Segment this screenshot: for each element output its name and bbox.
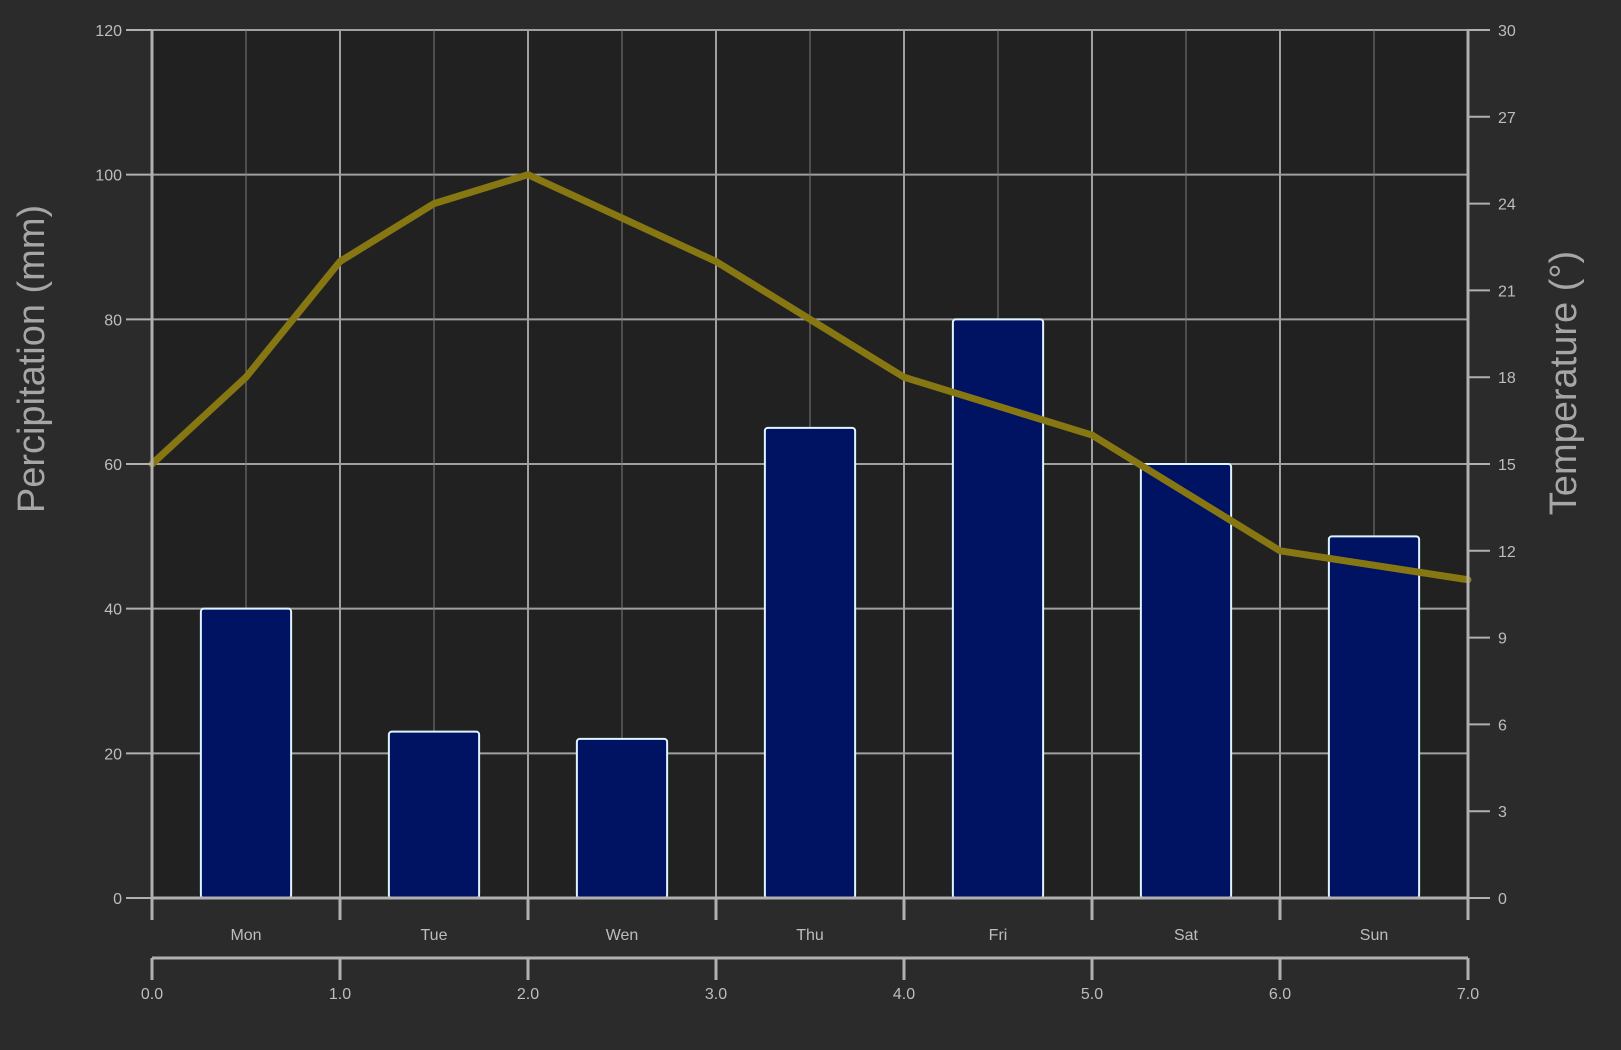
x-tick-label-numeric: 5.0 — [1081, 986, 1103, 1003]
x-tick-label-numeric: 4.0 — [893, 986, 915, 1003]
bar — [1327, 535, 1421, 899]
y-tick-label-left: 100 — [95, 168, 122, 185]
x-category-label: Sun — [1360, 927, 1388, 944]
temperature-line — [148, 171, 1472, 584]
x-category-label: Wen — [606, 927, 639, 944]
y-tick-label-left: 120 — [95, 23, 122, 40]
y-tick-label-right: 24 — [1498, 197, 1516, 214]
y-tick-label-right: 15 — [1498, 457, 1516, 474]
line-series — [148, 171, 1472, 584]
x-tick-label-numeric: 0.0 — [141, 986, 163, 1003]
y-tick-label-right: 0 — [1498, 891, 1507, 908]
x-category-label: Sat — [1174, 927, 1199, 944]
y-tick-label-left: 20 — [104, 746, 122, 763]
x-category-label: Tue — [421, 927, 448, 944]
y-tick-label-right: 27 — [1498, 110, 1516, 127]
bar — [199, 607, 293, 900]
x-tick-label-numeric: 2.0 — [517, 986, 539, 1003]
axes — [126, 29, 1490, 980]
y-axis-title-right: Temperature (°) — [1543, 251, 1585, 515]
bar-series — [199, 318, 1421, 900]
y-tick-label-left: 40 — [104, 602, 122, 619]
x-tick-label-numeric: 3.0 — [705, 986, 727, 1003]
x-category-label: Mon — [230, 927, 261, 944]
y-tick-label-left: 0 — [113, 891, 122, 908]
bar — [575, 737, 669, 899]
bar — [763, 426, 857, 899]
tick-labels: 0 20 40 60 80 100 120 0 3 6 9 12 15 18 21 24 27 30 Mon Tue W… — [95, 23, 1516, 1003]
x-tick-label-numeric: 7.0 — [1457, 986, 1479, 1003]
y-tick-label-right: 30 — [1498, 23, 1516, 40]
y-tick-label-right: 12 — [1498, 544, 1516, 561]
y-tick-label-right: 3 — [1498, 804, 1507, 821]
x-tick-label-numeric: 1.0 — [329, 986, 351, 1003]
y-tick-label-left: 60 — [104, 457, 122, 474]
y-tick-label-right: 21 — [1498, 283, 1516, 300]
y-tick-label-right: 9 — [1498, 631, 1507, 648]
x-tick-label-numeric: 6.0 — [1269, 986, 1291, 1003]
y-tick-label-right: 6 — [1498, 717, 1507, 734]
y-tick-label-left: 80 — [104, 312, 122, 329]
x-category-label: Fri — [989, 927, 1008, 944]
y-axis-title-left: Percipitation (mm) — [11, 205, 53, 513]
x-category-label: Thu — [796, 927, 824, 944]
bar — [387, 730, 481, 900]
bar — [1139, 463, 1233, 899]
y-tick-label-right: 18 — [1498, 370, 1516, 387]
